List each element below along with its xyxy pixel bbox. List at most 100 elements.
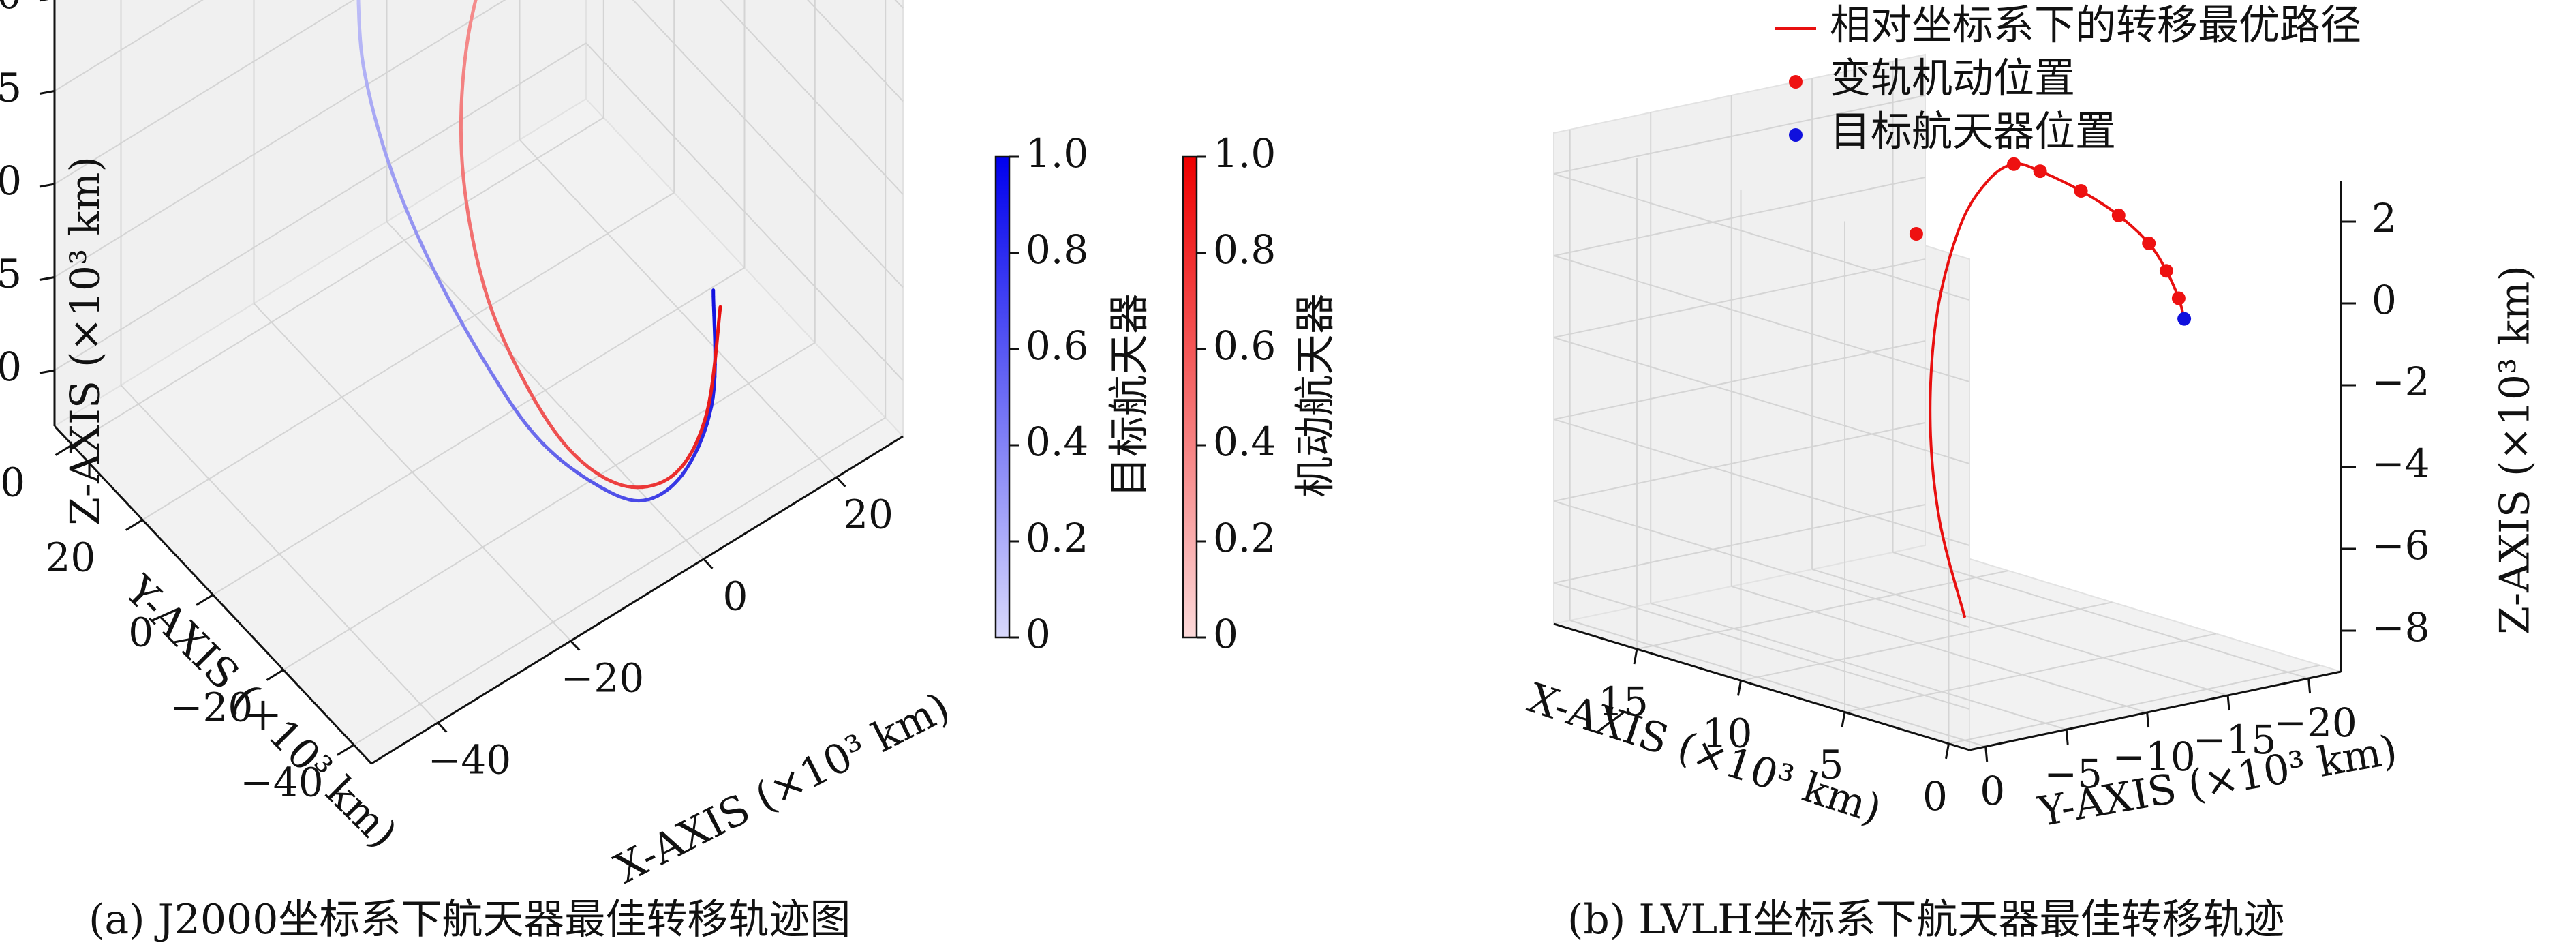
trajectory-segment — [381, 142, 388, 157]
colorbar-target — [994, 155, 1011, 639]
x-tick-label: −20 — [561, 655, 644, 702]
grid-line — [72, 117, 604, 446]
trajectory-segment — [462, 325, 472, 340]
x-tick-label: −40 — [428, 737, 511, 783]
trajectory-segment — [461, 164, 465, 181]
trajectory-segment — [459, 140, 463, 156]
grid-line — [719, 0, 904, 195]
trajectory-segment — [399, 193, 406, 207]
trajectory-segment — [469, 10, 475, 25]
legend-entry: 变轨机动位置 — [1789, 55, 2075, 103]
trajectory-segment — [387, 162, 395, 177]
trajectory-segment — [466, 21, 472, 36]
colorbar-tick-label: 0.8 — [1213, 226, 1276, 273]
x-tick — [703, 558, 714, 569]
grid-line — [54, 0, 355, 185]
trajectory-segment — [395, 183, 402, 197]
z-tick — [39, 0, 49, 2]
panel-a-3d-plot: −40 −20 0 20 40 20 0 −20 −40 10 5 0 −5 −10 X-AXIS (×10… — [0, 0, 957, 893]
legend-label: 目标航天器位置 — [1830, 108, 2116, 156]
trajectory-segment — [375, 122, 382, 136]
trajectory-segment — [407, 213, 415, 227]
y-tick-label: −40 — [240, 760, 323, 806]
y-tick — [55, 444, 73, 456]
colorbar-tick-label: 0.8 — [1026, 226, 1088, 273]
grid-line — [54, 42, 587, 371]
y-tick — [125, 519, 143, 531]
grid-line — [142, 192, 675, 521]
trajectory-segment — [461, 177, 467, 193]
trajectory-segment — [490, 308, 497, 322]
z-axis-label: Z-AXIS (×10³ km) — [2491, 265, 2539, 635]
grid-line — [1553, 419, 1970, 546]
grid-line — [807, 0, 904, 102]
y-tick-label: −20 — [2273, 700, 2357, 746]
z-tick — [39, 183, 55, 188]
chaser-trajectory — [459, 0, 722, 490]
trajectory-segment — [435, 273, 444, 288]
grid-line — [283, 342, 816, 671]
legend-dot-swatch — [1789, 75, 1803, 89]
x-tick-label: 0 — [723, 573, 748, 620]
z-tick-label: 0 — [0, 157, 22, 204]
y-tick — [266, 669, 284, 681]
x-tick — [570, 640, 581, 651]
grid-line — [1553, 173, 1970, 301]
x-tick-label: 5 — [1819, 742, 1844, 788]
trajectory-segment — [715, 331, 720, 346]
target-point — [2177, 312, 2192, 326]
trajectory-segment — [390, 172, 399, 187]
trajectory-segment — [468, 335, 478, 349]
grid-line — [1650, 603, 2067, 730]
trajectory-segment — [497, 328, 506, 342]
trajectory-segment — [480, 275, 487, 290]
z-tick-label: −4 — [2372, 440, 2430, 487]
trajectory-segment — [712, 355, 718, 371]
trajectory-segment — [445, 295, 455, 309]
y-tick — [2307, 678, 2312, 694]
legend-entry: 目标航天器位置 — [1789, 108, 2116, 156]
maneuver-point — [2074, 184, 2088, 198]
grid-line — [1811, 569, 2228, 696]
trajectory-segment — [378, 132, 385, 147]
colorbar-tick-label: 0 — [1213, 611, 1238, 657]
trajectory-segment — [474, 252, 480, 268]
grid-line — [54, 0, 506, 278]
grid-line — [54, 0, 204, 92]
y-tick-label: −10 — [2112, 734, 2195, 780]
x-axis-line — [1553, 622, 1970, 751]
z-axis-label: Z-AXIS (×10³ km) — [62, 156, 110, 526]
maneuver-point — [2171, 291, 2186, 305]
trajectory-segment — [461, 67, 466, 83]
grid-line — [1948, 664, 2320, 745]
grid-line — [632, 0, 904, 288]
trajectory-segment — [712, 314, 716, 329]
trajectory-segment — [420, 243, 429, 258]
y-tick-label: 20 — [46, 535, 96, 581]
z-tick-label: −2 — [2372, 359, 2430, 405]
z-tick-label: 2 — [2372, 195, 2397, 241]
grid-line — [585, 42, 904, 381]
x-axis-line — [371, 435, 904, 765]
trajectory-segment — [416, 233, 424, 247]
x-tick — [835, 476, 846, 487]
grid-line — [353, 417, 886, 746]
maneuver-point — [2033, 164, 2047, 179]
legend-label: 相对坐标系下的转移最优路径 — [1830, 2, 2361, 50]
y-tick-label: −5 — [2044, 751, 2102, 797]
colorbar-tick-label: 0.2 — [1026, 515, 1088, 561]
trajectory-segment — [463, 44, 469, 59]
grid-line — [1892, 552, 2309, 679]
trajectory-segment — [462, 55, 467, 72]
maneuver-point — [2142, 236, 2156, 250]
trajectory-segment — [502, 338, 510, 352]
trajectory-segment — [402, 202, 411, 217]
grid-line — [1741, 601, 2113, 682]
trajectory-segment — [440, 284, 449, 299]
maneuver-point — [2111, 208, 2126, 222]
trajectory-segment — [369, 102, 376, 116]
y-tick-label: −20 — [170, 685, 253, 731]
trajectory-segment — [474, 345, 483, 359]
